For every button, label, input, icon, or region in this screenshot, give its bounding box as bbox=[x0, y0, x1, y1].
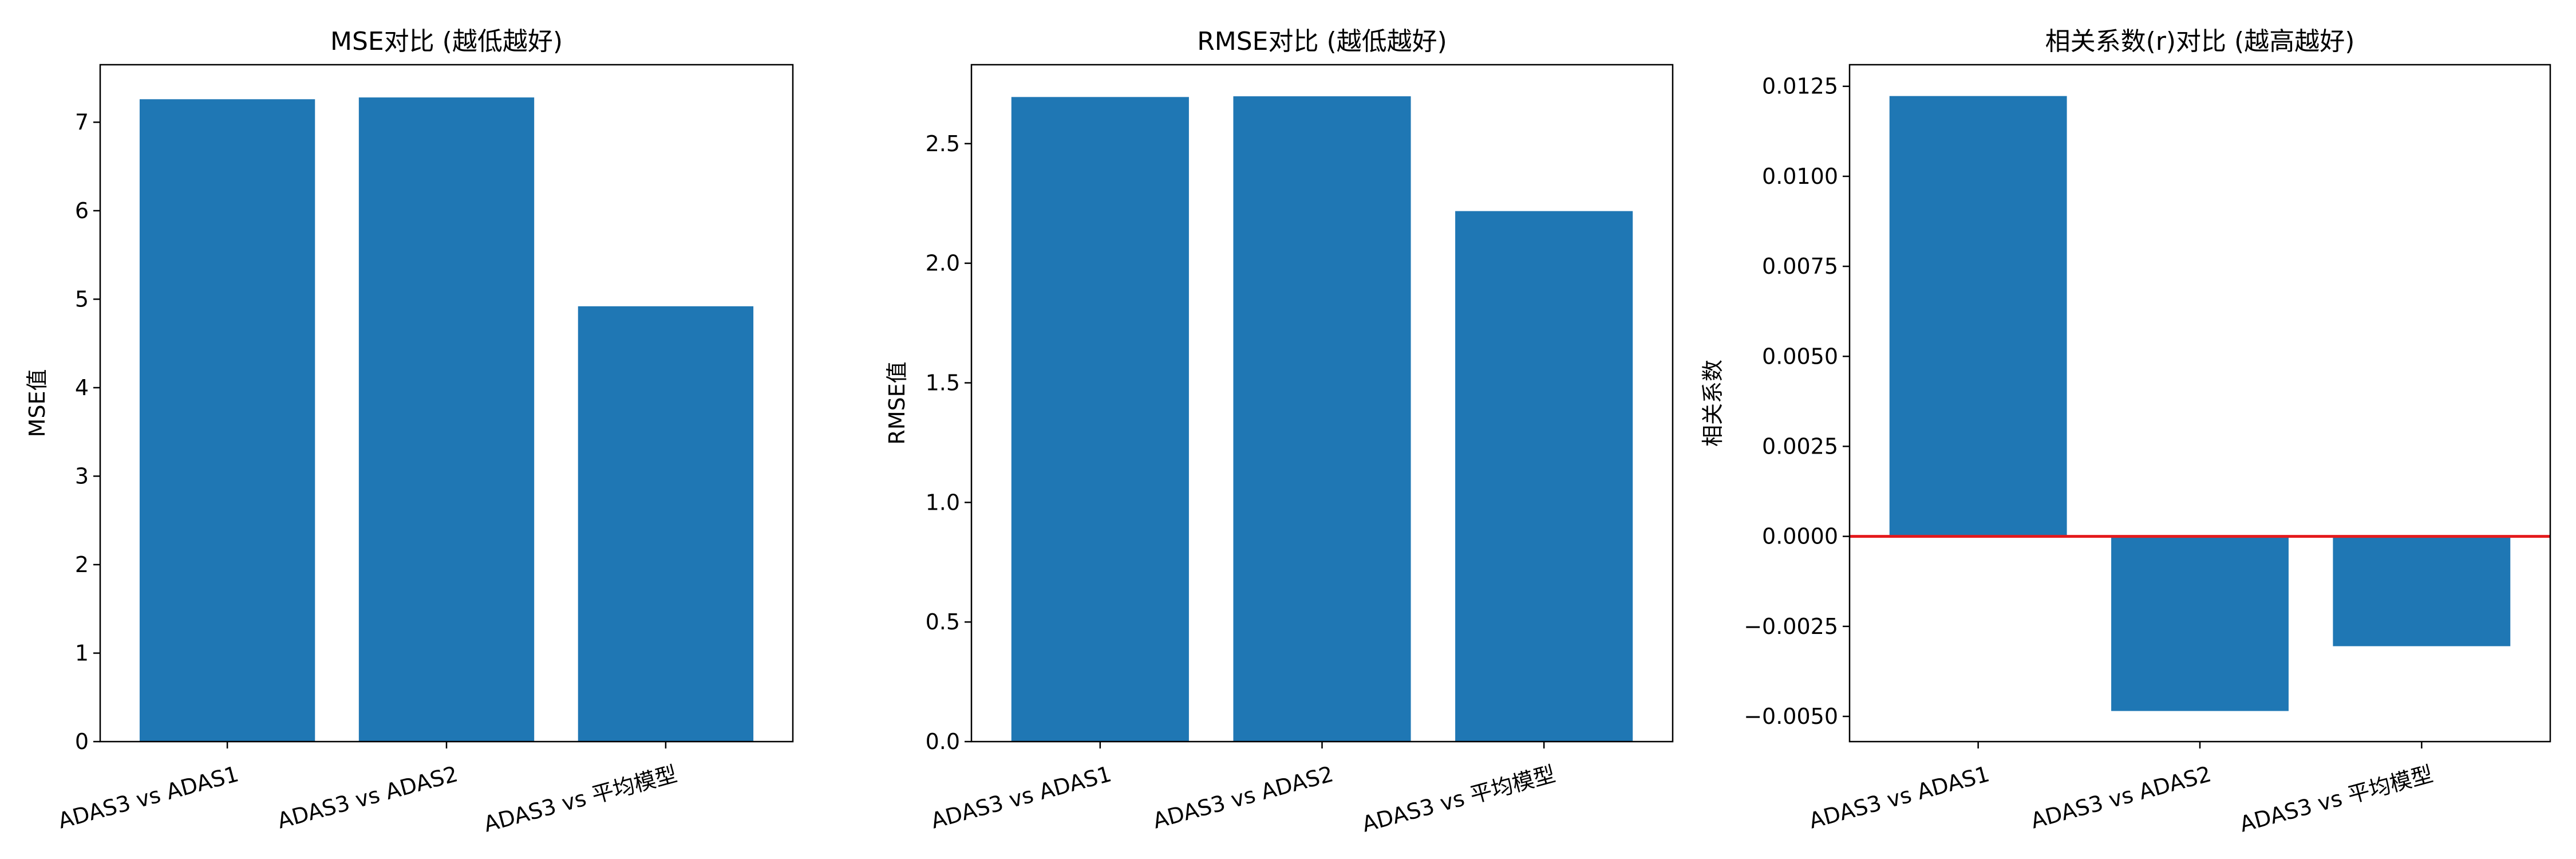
bar-1 bbox=[1011, 97, 1189, 742]
y-tick-label: 0.0 bbox=[926, 729, 960, 754]
bar-3 bbox=[578, 306, 754, 742]
bar-1 bbox=[139, 99, 315, 742]
chart-panel-1: 0 1 2 3 4 5 6 7 ADAS3 vs ADAS1 ADAS3 vs ADAS2 ADAS… bbox=[25, 27, 794, 837]
y-tick-label: 0.0025 bbox=[1762, 434, 1838, 459]
y-tick-label: 6 bbox=[75, 198, 89, 223]
y-tick-label: 0.0125 bbox=[1762, 74, 1838, 99]
bar-2 bbox=[2111, 536, 2289, 711]
y-tick-label: 0.0100 bbox=[1762, 164, 1838, 189]
y-tick-label: 7 bbox=[75, 109, 89, 135]
bar-2 bbox=[1233, 96, 1411, 742]
y-tick-label: 0.5 bbox=[926, 609, 960, 635]
x-tick-label: ADAS3 vs 平均模型 bbox=[1360, 761, 1558, 837]
y-tick-label: 0.0075 bbox=[1762, 254, 1838, 279]
x-tick-label: ADAS3 vs ADAS1 bbox=[1806, 761, 1992, 833]
y-tick-label: −0.0050 bbox=[1744, 704, 1838, 729]
y-tick-label: 5 bbox=[75, 286, 89, 312]
y-tick-label: 2 bbox=[75, 552, 89, 577]
x-tick-label: ADAS3 vs ADAS2 bbox=[1150, 761, 1336, 833]
y-axis-label: RMSE值 bbox=[884, 361, 910, 444]
y-tick-label: 0 bbox=[75, 729, 89, 754]
y-tick-label: 3 bbox=[75, 463, 89, 488]
y-tick-label: −0.0025 bbox=[1744, 614, 1838, 639]
chart-panel-2: 0.0 0.5 1.0 1.5 2.0 2.5 ADAS3 vs ADAS1 ADAS3 vs… bbox=[884, 27, 1674, 837]
y-tick-label: 2.5 bbox=[926, 131, 960, 156]
y-tick-label: 1 bbox=[75, 640, 89, 665]
bar-3 bbox=[1455, 211, 1633, 742]
chart-panel-3: −0.0050 −0.0025 0.0000 0.0025 0.0050 0.0075 0.… bbox=[1700, 27, 2551, 837]
y-tick-label: 2.0 bbox=[926, 251, 960, 276]
y-tick-label: 0.0000 bbox=[1762, 524, 1838, 549]
y-tick-label: 4 bbox=[75, 375, 89, 400]
bar-3 bbox=[2333, 536, 2511, 647]
x-tick-label: ADAS3 vs ADAS1 bbox=[56, 761, 242, 833]
x-tick-label: ADAS3 vs ADAS1 bbox=[929, 761, 1115, 833]
bar-2 bbox=[358, 97, 535, 742]
y-axis-label: 相关系数 bbox=[1700, 360, 1725, 447]
chart-title: RMSE对比 (越低越好) bbox=[1197, 27, 1447, 56]
y-tick-label: 1.5 bbox=[926, 370, 960, 395]
x-tick-label: ADAS3 vs ADAS2 bbox=[2028, 761, 2214, 833]
chart-title: MSE对比 (越低越好) bbox=[330, 27, 563, 56]
y-axis-label: MSE值 bbox=[25, 369, 50, 438]
x-tick-label: ADAS3 vs 平均模型 bbox=[481, 761, 679, 837]
bar-1 bbox=[1889, 96, 2067, 537]
y-tick-label: 1.0 bbox=[926, 490, 960, 515]
x-tick-label: ADAS3 vs ADAS2 bbox=[275, 761, 461, 833]
x-tick-label: ADAS3 vs 平均模型 bbox=[2237, 761, 2436, 837]
chart-title: 相关系数(r)对比 (越高越好) bbox=[2045, 27, 2355, 56]
y-tick-label: 0.0050 bbox=[1762, 344, 1838, 369]
